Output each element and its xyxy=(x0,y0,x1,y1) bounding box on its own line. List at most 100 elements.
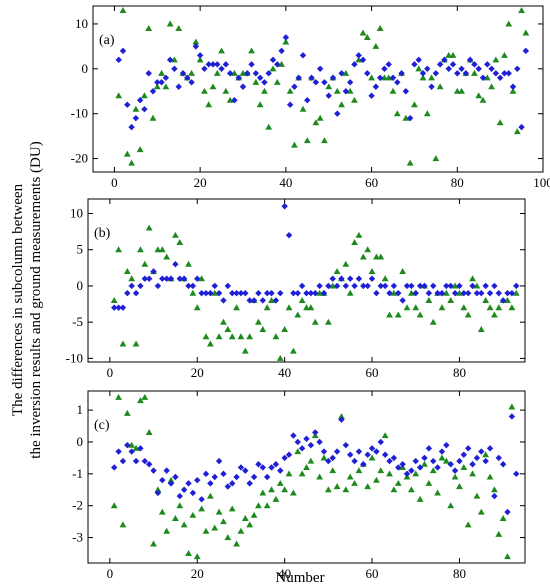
diamond-point xyxy=(256,74,264,81)
diamond-point xyxy=(505,70,512,77)
diamond-point xyxy=(475,65,482,73)
triangle-point xyxy=(416,495,424,502)
triangle-point xyxy=(509,87,517,94)
triangle-point xyxy=(359,253,367,260)
diamond-point xyxy=(277,289,284,297)
diamond-point xyxy=(373,448,380,455)
triangle-point xyxy=(492,56,500,63)
diamond-point xyxy=(364,451,371,458)
x-tick-label: 80 xyxy=(453,566,466,581)
diamond-point xyxy=(351,61,358,68)
diamond-point xyxy=(290,289,297,297)
diamond-point xyxy=(522,47,530,55)
triangle-point xyxy=(368,74,375,81)
diamond-point xyxy=(411,61,418,68)
diamond-point xyxy=(425,289,433,297)
triangle-point xyxy=(185,550,192,556)
diamond-point xyxy=(419,70,427,77)
diamond-point xyxy=(421,454,428,462)
triangle-point xyxy=(263,304,271,311)
triangle-point xyxy=(263,502,271,509)
diamond-point xyxy=(145,461,153,468)
triangle-point xyxy=(289,489,297,496)
diamond-point xyxy=(473,289,481,297)
plot-frame xyxy=(87,198,526,363)
triangle-point xyxy=(355,56,363,63)
triangle-point xyxy=(272,333,280,340)
triangle-point xyxy=(351,479,358,486)
triangle-point xyxy=(377,467,385,474)
triangle-point xyxy=(220,318,227,325)
triangle-point xyxy=(416,311,424,318)
diamond-point xyxy=(205,61,212,68)
triangle-point xyxy=(154,486,162,493)
triangle-point xyxy=(206,340,214,347)
diamond-point xyxy=(294,289,301,297)
x-tick-label: 20 xyxy=(194,175,207,190)
diamond-point xyxy=(307,289,315,297)
triangle-point xyxy=(364,246,372,253)
diamond-point xyxy=(162,74,170,81)
triangle-point xyxy=(429,467,437,474)
diamond-point xyxy=(501,70,508,77)
diamond-point xyxy=(478,289,485,297)
diamond-point xyxy=(325,457,332,465)
diamond-point xyxy=(242,467,249,474)
diamond-point xyxy=(250,473,258,481)
x-tick-label: 100 xyxy=(533,175,550,190)
triangle-point xyxy=(110,297,118,303)
diamond-point xyxy=(434,289,441,297)
triangle-point xyxy=(303,304,310,311)
diamond-point xyxy=(329,74,337,81)
triangle-point xyxy=(491,311,498,318)
triangle-point xyxy=(475,92,483,99)
diamond-point xyxy=(209,61,217,68)
triangle-point xyxy=(261,87,268,94)
triangle-point xyxy=(196,56,204,63)
diamond-point xyxy=(351,282,358,290)
triangle-point xyxy=(224,326,232,332)
diamond-point xyxy=(346,79,354,86)
triangle-point xyxy=(198,505,206,512)
diamond-point xyxy=(458,65,465,73)
diamond-point xyxy=(141,105,148,113)
diamond-point xyxy=(462,70,470,77)
triangle-point xyxy=(518,7,525,14)
triangle-point xyxy=(522,29,530,36)
diamond-point xyxy=(128,123,135,131)
triangle-point xyxy=(281,326,289,332)
diamond-point xyxy=(482,457,489,465)
diamond-point xyxy=(154,282,162,290)
diamond-point xyxy=(377,282,384,290)
diamond-point xyxy=(333,282,341,290)
triangle-point xyxy=(316,114,324,121)
diamond-point xyxy=(368,445,376,452)
diamond-point xyxy=(111,464,118,471)
triangle-point xyxy=(403,304,411,311)
diamond-point xyxy=(295,74,302,81)
y-tick-label: 0 xyxy=(82,61,89,76)
triangle-point xyxy=(316,289,324,296)
diamond-point xyxy=(347,451,354,458)
diamond-point xyxy=(237,464,245,471)
triangle-point xyxy=(505,20,513,27)
diamond-point xyxy=(456,282,463,290)
diamond-point xyxy=(211,473,218,481)
y-tick-label: -3 xyxy=(72,530,83,545)
diamond-point xyxy=(403,282,411,290)
diamond-point xyxy=(338,275,345,282)
triangle-point xyxy=(209,83,217,90)
triangle-point xyxy=(285,304,293,311)
triangle-point xyxy=(407,289,415,296)
y-tick-label: -1 xyxy=(72,466,83,481)
y-tick-label: 1 xyxy=(77,402,84,417)
y-axis-title-line2: the inversion results and ground measure… xyxy=(28,141,44,458)
triangle-point xyxy=(278,60,285,67)
triangle-point xyxy=(415,65,423,72)
diamond-point xyxy=(381,65,388,73)
diamond-point xyxy=(456,457,463,465)
diamond-point xyxy=(265,70,272,77)
triangle-point xyxy=(389,87,397,94)
diamond-point xyxy=(454,70,461,77)
triangle-point xyxy=(501,51,508,58)
